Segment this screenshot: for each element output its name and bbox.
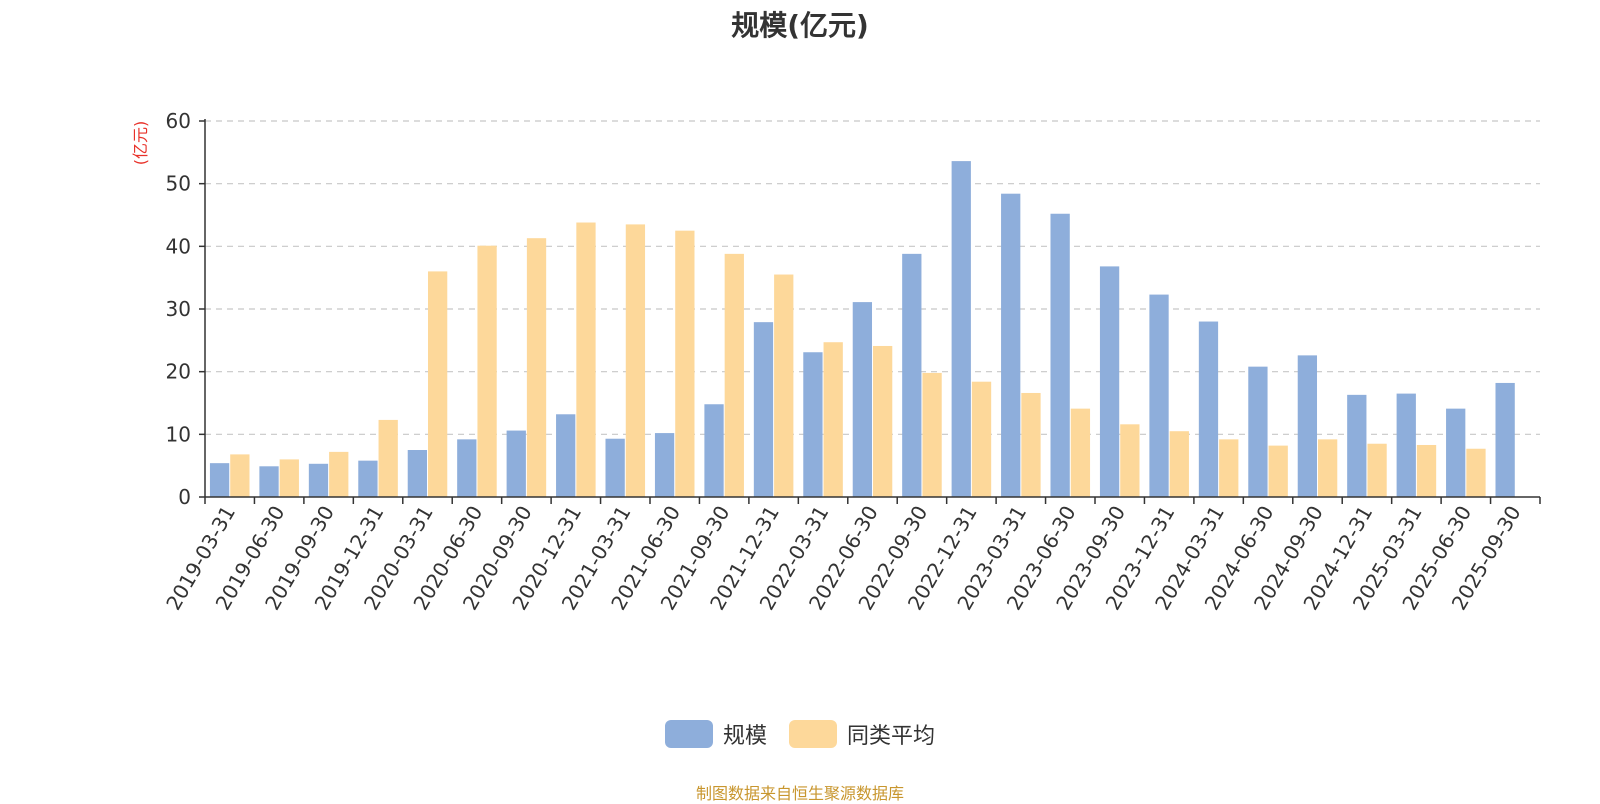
bar-scale[interactable] (407, 450, 428, 497)
y-tick-label: 30 (166, 297, 191, 321)
bar-scale[interactable] (1297, 355, 1318, 497)
bar-peer-average[interactable] (1169, 431, 1189, 497)
bar-scale[interactable] (704, 404, 724, 497)
bar-scale[interactable] (457, 439, 477, 497)
axes (199, 119, 1541, 504)
tick-labels: 01020304050602019-03-312019-06-302019-09… (161, 109, 1525, 614)
bar-peer-average[interactable] (823, 342, 843, 497)
bar-peer-average[interactable] (526, 238, 547, 498)
bar-scale[interactable] (753, 322, 774, 497)
bar-peer-average[interactable] (1268, 445, 1288, 497)
bar-peer-average[interactable] (378, 419, 398, 497)
bar-peer-average[interactable] (1120, 424, 1140, 497)
bar-peer-average[interactable] (724, 253, 744, 497)
bar-peer-average[interactable] (872, 345, 893, 497)
bar-scale[interactable] (1446, 408, 1466, 497)
y-tick-label: 40 (166, 234, 191, 258)
bar-scale[interactable] (259, 466, 279, 497)
bar-scale[interactable] (1347, 394, 1367, 497)
bar-peer-average[interactable] (774, 274, 794, 497)
bar-scale[interactable] (1198, 321, 1219, 497)
bar-scale[interactable] (852, 302, 873, 497)
bar-peer-average[interactable] (971, 381, 992, 497)
bar-peer-average[interactable] (625, 224, 646, 497)
bar-peer-average[interactable] (1317, 439, 1338, 497)
source-note: 制图数据来自恒生聚源数据库 (695, 784, 904, 803)
legend-swatch (664, 720, 713, 748)
bar-scale[interactable] (951, 161, 971, 497)
legend: 规模 同类平均 (0, 718, 1600, 750)
bar-scale[interactable] (1396, 393, 1416, 497)
y-tick-label: 50 (166, 172, 191, 196)
legend-label: 同类平均 (847, 724, 936, 749)
bar-peer-average[interactable] (922, 372, 942, 497)
bar-scale[interactable] (1001, 193, 1021, 497)
bars (209, 161, 1515, 498)
legend-item-scale[interactable]: 规模 (664, 718, 767, 750)
legend-label: 规模 (722, 724, 767, 749)
y-tick-label: 20 (166, 360, 191, 384)
bar-peer-average[interactable] (576, 222, 596, 497)
grid-lines (205, 120, 1540, 435)
bar-scale[interactable] (1248, 366, 1268, 497)
y-tick-label: 0 (178, 485, 191, 509)
bar-peer-average[interactable] (1416, 444, 1437, 497)
bar-peer-average[interactable] (675, 230, 695, 497)
bar-scale[interactable] (358, 460, 378, 497)
bar-scale[interactable] (506, 430, 526, 497)
bar-scale[interactable] (605, 438, 625, 497)
bar-peer-average[interactable] (329, 451, 349, 497)
bar-scale[interactable] (308, 463, 329, 497)
bar-scale[interactable] (1099, 266, 1120, 497)
legend-swatch (789, 720, 837, 748)
bar-scale[interactable] (1149, 294, 1169, 497)
bar-peer-average[interactable] (1367, 443, 1387, 497)
y-tick-label: 60 (166, 109, 191, 133)
bar-peer-average[interactable] (279, 459, 299, 497)
bar-peer-average[interactable] (1219, 439, 1239, 497)
y-axis-unit-label: (亿元) (131, 121, 150, 166)
bar-peer-average[interactable] (477, 245, 497, 497)
chart-title: 规模(亿元) (731, 9, 869, 42)
bar-scale[interactable] (803, 352, 823, 497)
bar-scale[interactable] (1050, 213, 1070, 497)
bar-scale[interactable] (1495, 382, 1515, 497)
bar-scale[interactable] (902, 253, 922, 497)
bar-peer-average[interactable] (427, 271, 448, 497)
y-tick-label: 10 (166, 422, 191, 446)
bar-scale[interactable] (209, 463, 230, 497)
bar-peer-average[interactable] (1070, 408, 1091, 497)
bar-scale[interactable] (556, 414, 576, 497)
bar-peer-average[interactable] (1466, 448, 1486, 497)
bar-peer-average[interactable] (1021, 392, 1041, 497)
bar-scale[interactable] (654, 433, 675, 497)
bar-peer-average[interactable] (230, 454, 250, 497)
legend-item-peer-average[interactable]: 同类平均 (789, 718, 935, 750)
